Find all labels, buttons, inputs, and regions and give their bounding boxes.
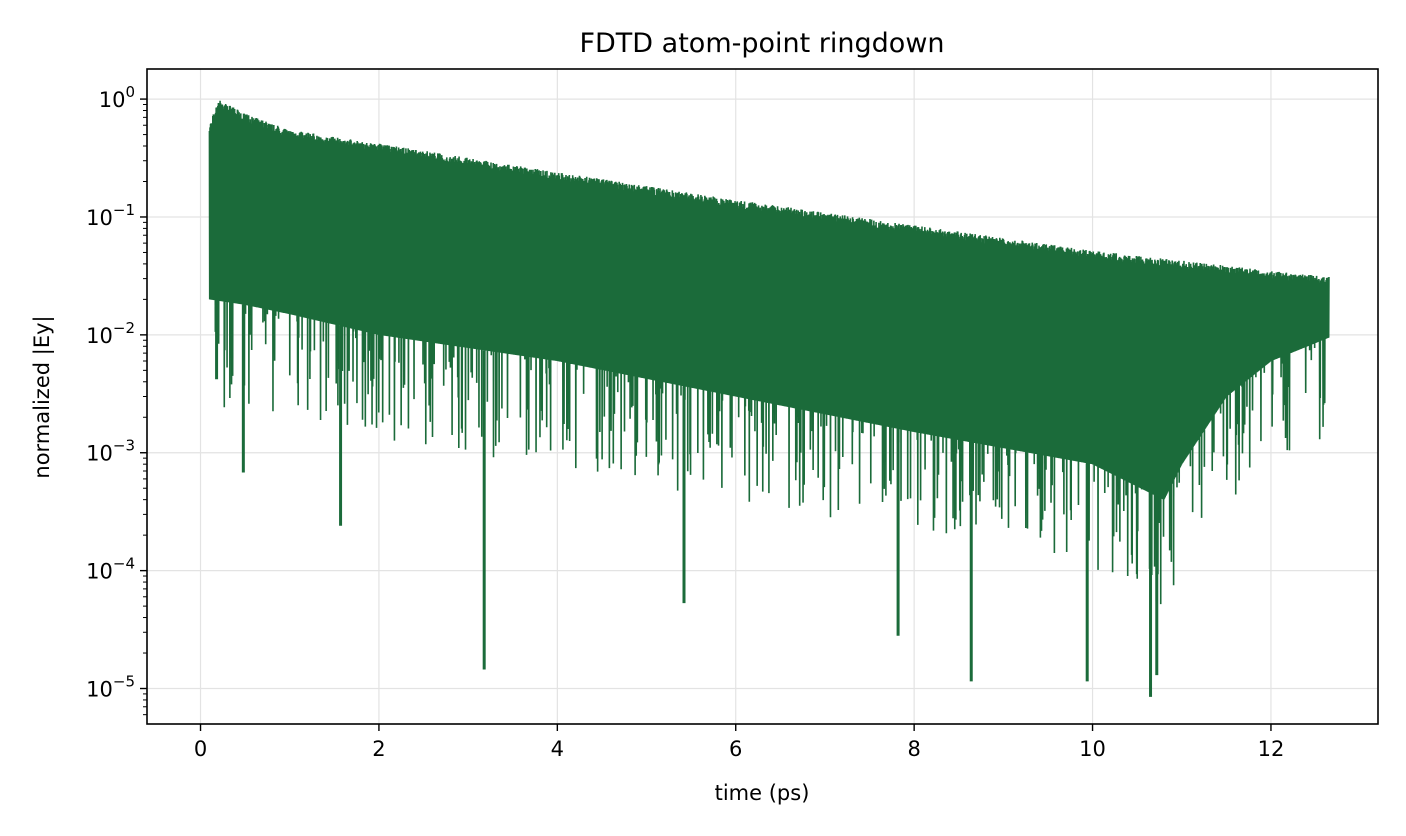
- x-tick-label: 6: [729, 737, 742, 761]
- y-tick-label: 10−1: [86, 201, 135, 230]
- series-line: [208, 100, 1330, 697]
- chart-title: FDTD atom-point ringdown: [579, 28, 944, 59]
- x-tick-label: 8: [907, 737, 920, 761]
- x-axis-label: time (ps): [715, 781, 810, 805]
- x-tick-label: 10: [1079, 737, 1106, 761]
- x-axis-ticks: 0 2 4 6 8 10 12: [194, 724, 1284, 761]
- x-tick-label: 4: [551, 737, 564, 761]
- x-tick-label: 0: [194, 737, 207, 761]
- plot-series: [208, 100, 1330, 697]
- x-tick-label: 12: [1258, 737, 1285, 761]
- y-tick-label: 100: [99, 83, 135, 112]
- y-tick-label: 10−2: [86, 319, 135, 348]
- y-tick-label: 10−3: [86, 437, 135, 466]
- y-tick-label: 10−5: [86, 673, 135, 702]
- y-axis-ticks: 10−5 10−4 10−3 10−2 10−1 100: [86, 83, 147, 716]
- y-tick-label: 10−4: [86, 555, 135, 584]
- ringdown-trace: [208, 100, 1330, 605]
- x-tick-label: 2: [372, 737, 385, 761]
- y-axis-label: normalized |Ey|: [30, 315, 55, 478]
